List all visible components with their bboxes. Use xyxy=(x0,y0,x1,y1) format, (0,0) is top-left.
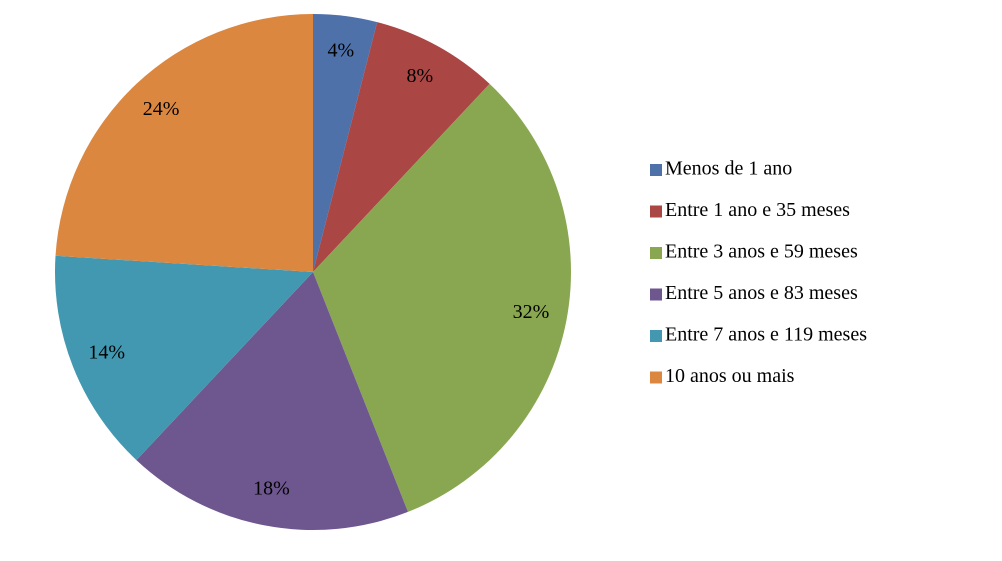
legend-swatch xyxy=(650,288,662,301)
data-label: 4% xyxy=(327,39,354,61)
legend-label: Entre 3 anos e 59 meses xyxy=(665,241,858,263)
data-label: 14% xyxy=(88,341,125,363)
legend-swatch xyxy=(650,330,662,342)
legend-label: Entre 5 anos e 83 meses xyxy=(665,282,858,304)
pie-slice xyxy=(136,272,408,530)
legend-swatch xyxy=(650,371,662,384)
legend-label: 10 anos ou mais xyxy=(665,365,795,387)
legend-swatch xyxy=(650,205,662,218)
pie-slice xyxy=(313,22,490,272)
legend-label: Entre 1 ano e 35 meses xyxy=(665,199,850,221)
data-label: 8% xyxy=(407,65,434,87)
data-label: 18% xyxy=(253,478,290,500)
legend-swatch xyxy=(650,247,662,259)
legend-label: Entre 7 anos e 119 meses xyxy=(665,324,867,346)
legend-swatch xyxy=(650,164,662,176)
data-label: 24% xyxy=(143,98,180,120)
data-label: 32% xyxy=(513,301,550,323)
legend-label: Menos de 1 ano xyxy=(665,158,792,180)
pie-slice xyxy=(313,83,571,512)
pie-slice xyxy=(55,255,313,461)
pie-slice xyxy=(313,14,378,272)
pie-slice xyxy=(55,14,314,272)
